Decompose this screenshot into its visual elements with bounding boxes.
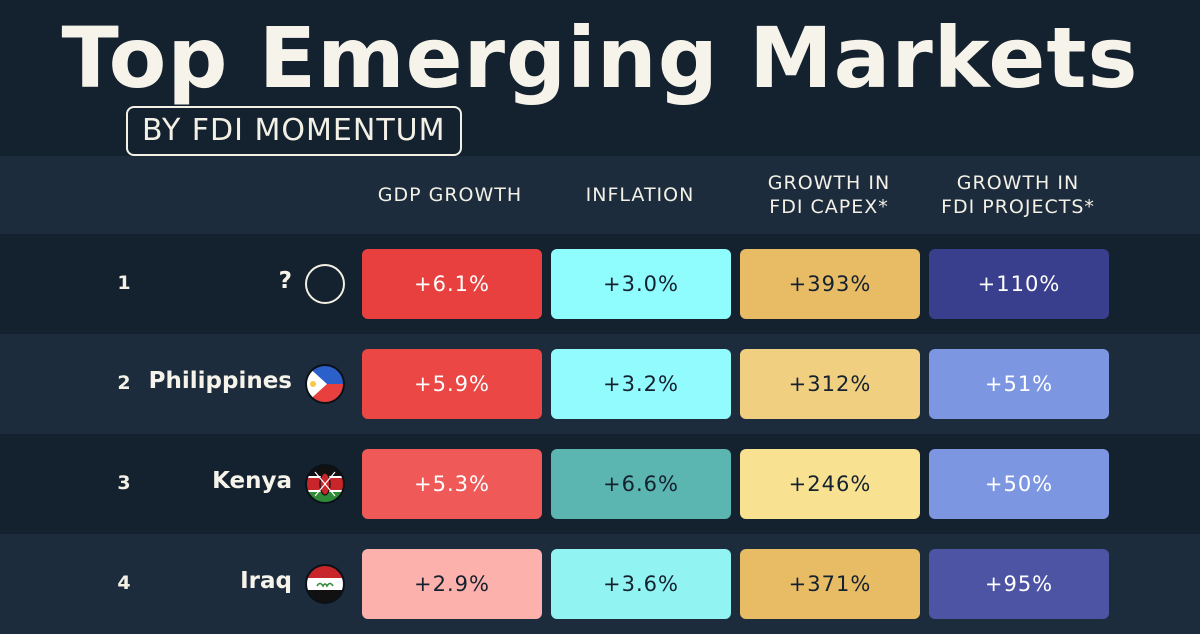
rank-number: 3 [117, 472, 131, 494]
value-cell: +246% [740, 449, 920, 519]
value-cell: +3.6% [551, 549, 731, 619]
subtitle: BY FDI MOMENTUM [126, 106, 462, 156]
value-cell: +393% [740, 249, 920, 319]
value-cell: +6.6% [551, 449, 731, 519]
value-cell: +110% [929, 249, 1109, 319]
rank-number: 1 [117, 272, 131, 294]
value-cell: +371% [740, 549, 920, 619]
value-cell: +2.9% [362, 549, 542, 619]
country-name: Kenya [212, 468, 292, 494]
column-header-gdp-growth: GDP GROWTH [377, 184, 523, 206]
philippines-flag-icon [305, 364, 345, 404]
column-header-fdi-capex: GROWTH IN FDI CAPEX* [767, 172, 891, 218]
column-header-inflation: INFLATION [585, 184, 695, 206]
kenya-flag-icon [305, 464, 345, 504]
value-cell: +51% [929, 349, 1109, 419]
header-band [0, 156, 1200, 234]
iraq-flag-icon [305, 564, 345, 604]
rank-number: 2 [117, 372, 131, 394]
country-name: Iraq [240, 568, 292, 594]
value-cell: +95% [929, 549, 1109, 619]
value-cell: +50% [929, 449, 1109, 519]
unknown-circle-icon [305, 264, 345, 304]
country-name: ? [278, 268, 292, 294]
value-cell: +3.2% [551, 349, 731, 419]
column-header-fdi-projects: GROWTH IN FDI PROJECTS* [941, 172, 1095, 218]
value-cell: +312% [740, 349, 920, 419]
rank-number: 4 [117, 572, 131, 594]
value-cell: +6.1% [362, 249, 542, 319]
value-cell: +3.0% [551, 249, 731, 319]
page-title: Top Emerging Markets [61, 9, 1139, 107]
value-cell: +5.9% [362, 349, 542, 419]
value-cell: +5.3% [362, 449, 542, 519]
country-name: Philippines [148, 368, 292, 394]
